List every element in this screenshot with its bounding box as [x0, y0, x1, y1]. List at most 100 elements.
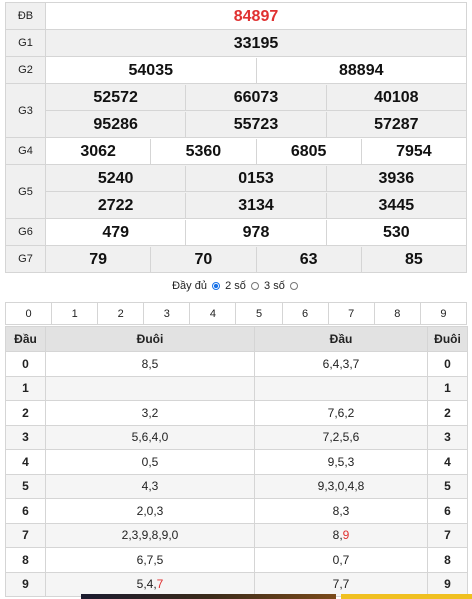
loto-head-digit: 3 [5, 424, 46, 450]
loto-head-digit: 6 [5, 498, 46, 524]
prize-label: G1 [5, 29, 46, 57]
loto-heads: 8,9 [254, 522, 428, 548]
prize-numbers-cell: 479 978 530 [45, 218, 467, 246]
digit-filter-4[interactable]: 4 [189, 302, 237, 325]
loto-tail-digit: 1 [427, 375, 468, 401]
loto-values: 2,3,9,8,9,0 [121, 528, 179, 543]
prize-number: 6805 [255, 138, 361, 164]
loto-head-digit: 5 [5, 473, 46, 499]
loto-head-digit: 8 [5, 547, 46, 573]
digit-filter-2[interactable]: 2 [97, 302, 145, 325]
loto-head-digit: 7 [5, 522, 46, 548]
display-options: Đầy đủ 2 số 3 số [0, 280, 472, 292]
prize-row: 95286 55723 57287 [6, 110, 467, 138]
prize-row: ĐB 84897 [5, 2, 467, 30]
loto-tail-digit: 5 [427, 473, 468, 499]
loto-tails [45, 375, 255, 401]
loto-row: 3 5,6,4,0 7,2,5,6 3 [5, 424, 468, 450]
digit-filter-8[interactable]: 8 [373, 302, 421, 325]
loto-tails: 5,4,7 [45, 571, 255, 597]
loto-values: 6,4,3,7 [322, 356, 360, 371]
prize-row: G2 54035 88894 [5, 56, 467, 84]
option-three-label: 3 số [264, 280, 285, 292]
ad-banner-image[interactable] [81, 594, 336, 599]
prize-numbers-cell: 33195 [45, 29, 467, 57]
digit-filter-7[interactable]: 7 [327, 302, 375, 325]
prize-number: 3936 [325, 165, 466, 191]
loto-tails: 5,6,4,0 [45, 424, 255, 450]
prize-number: 55723 [185, 111, 325, 137]
ad-banner-image-2[interactable] [340, 594, 472, 599]
loto-row: 4 0,5 9,5,3 4 [5, 449, 468, 475]
radio-full[interactable] [289, 282, 298, 290]
loto-header-tail: Đuôi [45, 326, 255, 352]
prize-number: 5360 [150, 138, 255, 164]
loto-tails: 0,5 [45, 449, 255, 475]
prize-number: 3134 [185, 192, 325, 218]
loto-row: 6 2,0,3 8,3 6 [5, 498, 468, 524]
prize-number: 530 [325, 219, 466, 245]
loto-tails: 8,5 [45, 351, 255, 377]
loto-values: 7,7 [332, 577, 350, 592]
digit-filter-1[interactable]: 1 [51, 302, 99, 325]
loto-head-digit: 1 [5, 375, 46, 401]
digit-filter-6[interactable]: 6 [281, 302, 329, 325]
prize-number: 5240 [97, 169, 134, 187]
prize-label: G4 [5, 137, 46, 165]
loto-heads: 8,3 [254, 498, 428, 524]
prize-label: G5 [5, 164, 46, 219]
prize-numbers-cell: 5240 0153 3936 [45, 164, 467, 192]
radio-2-digit[interactable] [212, 282, 221, 290]
prize-numbers-cell: 3062 5360 6805 7954 [45, 137, 467, 165]
loto-head-digit: 2 [5, 400, 46, 426]
digit-filter-3[interactable]: 3 [143, 302, 191, 325]
loto-header-tail-2: Đuôi [427, 326, 468, 352]
loto-values: 8,3 [332, 503, 350, 518]
prize-number: 70 [150, 246, 255, 272]
loto-heads: 7,2,5,6 [254, 424, 428, 450]
prize-number: 66073 [185, 84, 325, 110]
prize-number: 95286 [93, 115, 138, 133]
bottom-ad-banner[interactable] [81, 594, 472, 599]
loto-tail-digit: 2 [427, 400, 468, 426]
loto-values: 3,2 [141, 405, 159, 420]
loto-head-digit: 4 [5, 449, 46, 475]
loto-row: 0 8,5 6,4,3,7 0 [5, 351, 468, 377]
loto-row: 8 6,7,5 0,7 8 [5, 547, 468, 573]
loto-heads: 0,7 [254, 547, 428, 573]
loto-row: 5 4,3 9,3,0,4,8 5 [5, 473, 468, 499]
prize-numbers-cell: 95286 55723 57287 [45, 110, 467, 138]
prize-number: 63 [255, 246, 361, 272]
loto-values: 0,5 [141, 454, 159, 469]
prize-numbers-cell: 52572 66073 40108 [45, 83, 467, 111]
prize-row: G4 3062 5360 6805 7954 [5, 137, 467, 165]
digit-filter-5[interactable]: 5 [235, 302, 283, 325]
loto-heads: 9,5,3 [254, 449, 428, 475]
digit-filter-0[interactable]: 0 [4, 302, 53, 325]
loto-tail-digit: 6 [427, 498, 468, 524]
prize-number: 978 [185, 219, 325, 245]
radio-3-digit[interactable] [250, 282, 259, 290]
prize-row: G3 52572 66073 40108 [5, 83, 467, 138]
prize-number: 2722 [97, 196, 134, 214]
loto-tail-digit: 7 [427, 522, 468, 548]
loto-tails: 6,7,5 [45, 547, 255, 573]
loto-head-digit: 9 [5, 571, 46, 597]
loto-tail-digit: 9 [427, 571, 468, 597]
prize-number: 57287 [325, 111, 466, 137]
loto-header-head: Đầu [5, 326, 46, 352]
loto-values: 4,3 [141, 479, 159, 494]
digit-filter-9[interactable]: 9 [419, 302, 468, 325]
loto-values: 5,6,4,0 [131, 430, 169, 445]
prize-table: ĐB 84897 G1 33195 G2 54035 88894 G3 52572 66073 40… [5, 2, 467, 273]
loto-header-head-2: Đầu [254, 326, 428, 352]
loto-values: 6,7,5 [136, 552, 164, 567]
prize-number: 40108 [325, 84, 466, 110]
prize-row: 2722 3134 3445 [6, 191, 467, 219]
prize-number: 84897 [233, 7, 279, 25]
loto-tails: 4,3 [45, 473, 255, 499]
loto-heads: 6,4,3,7 [254, 351, 428, 377]
prize-label: G3 [5, 83, 46, 138]
prize-row: G6 479 978 530 [5, 218, 467, 246]
